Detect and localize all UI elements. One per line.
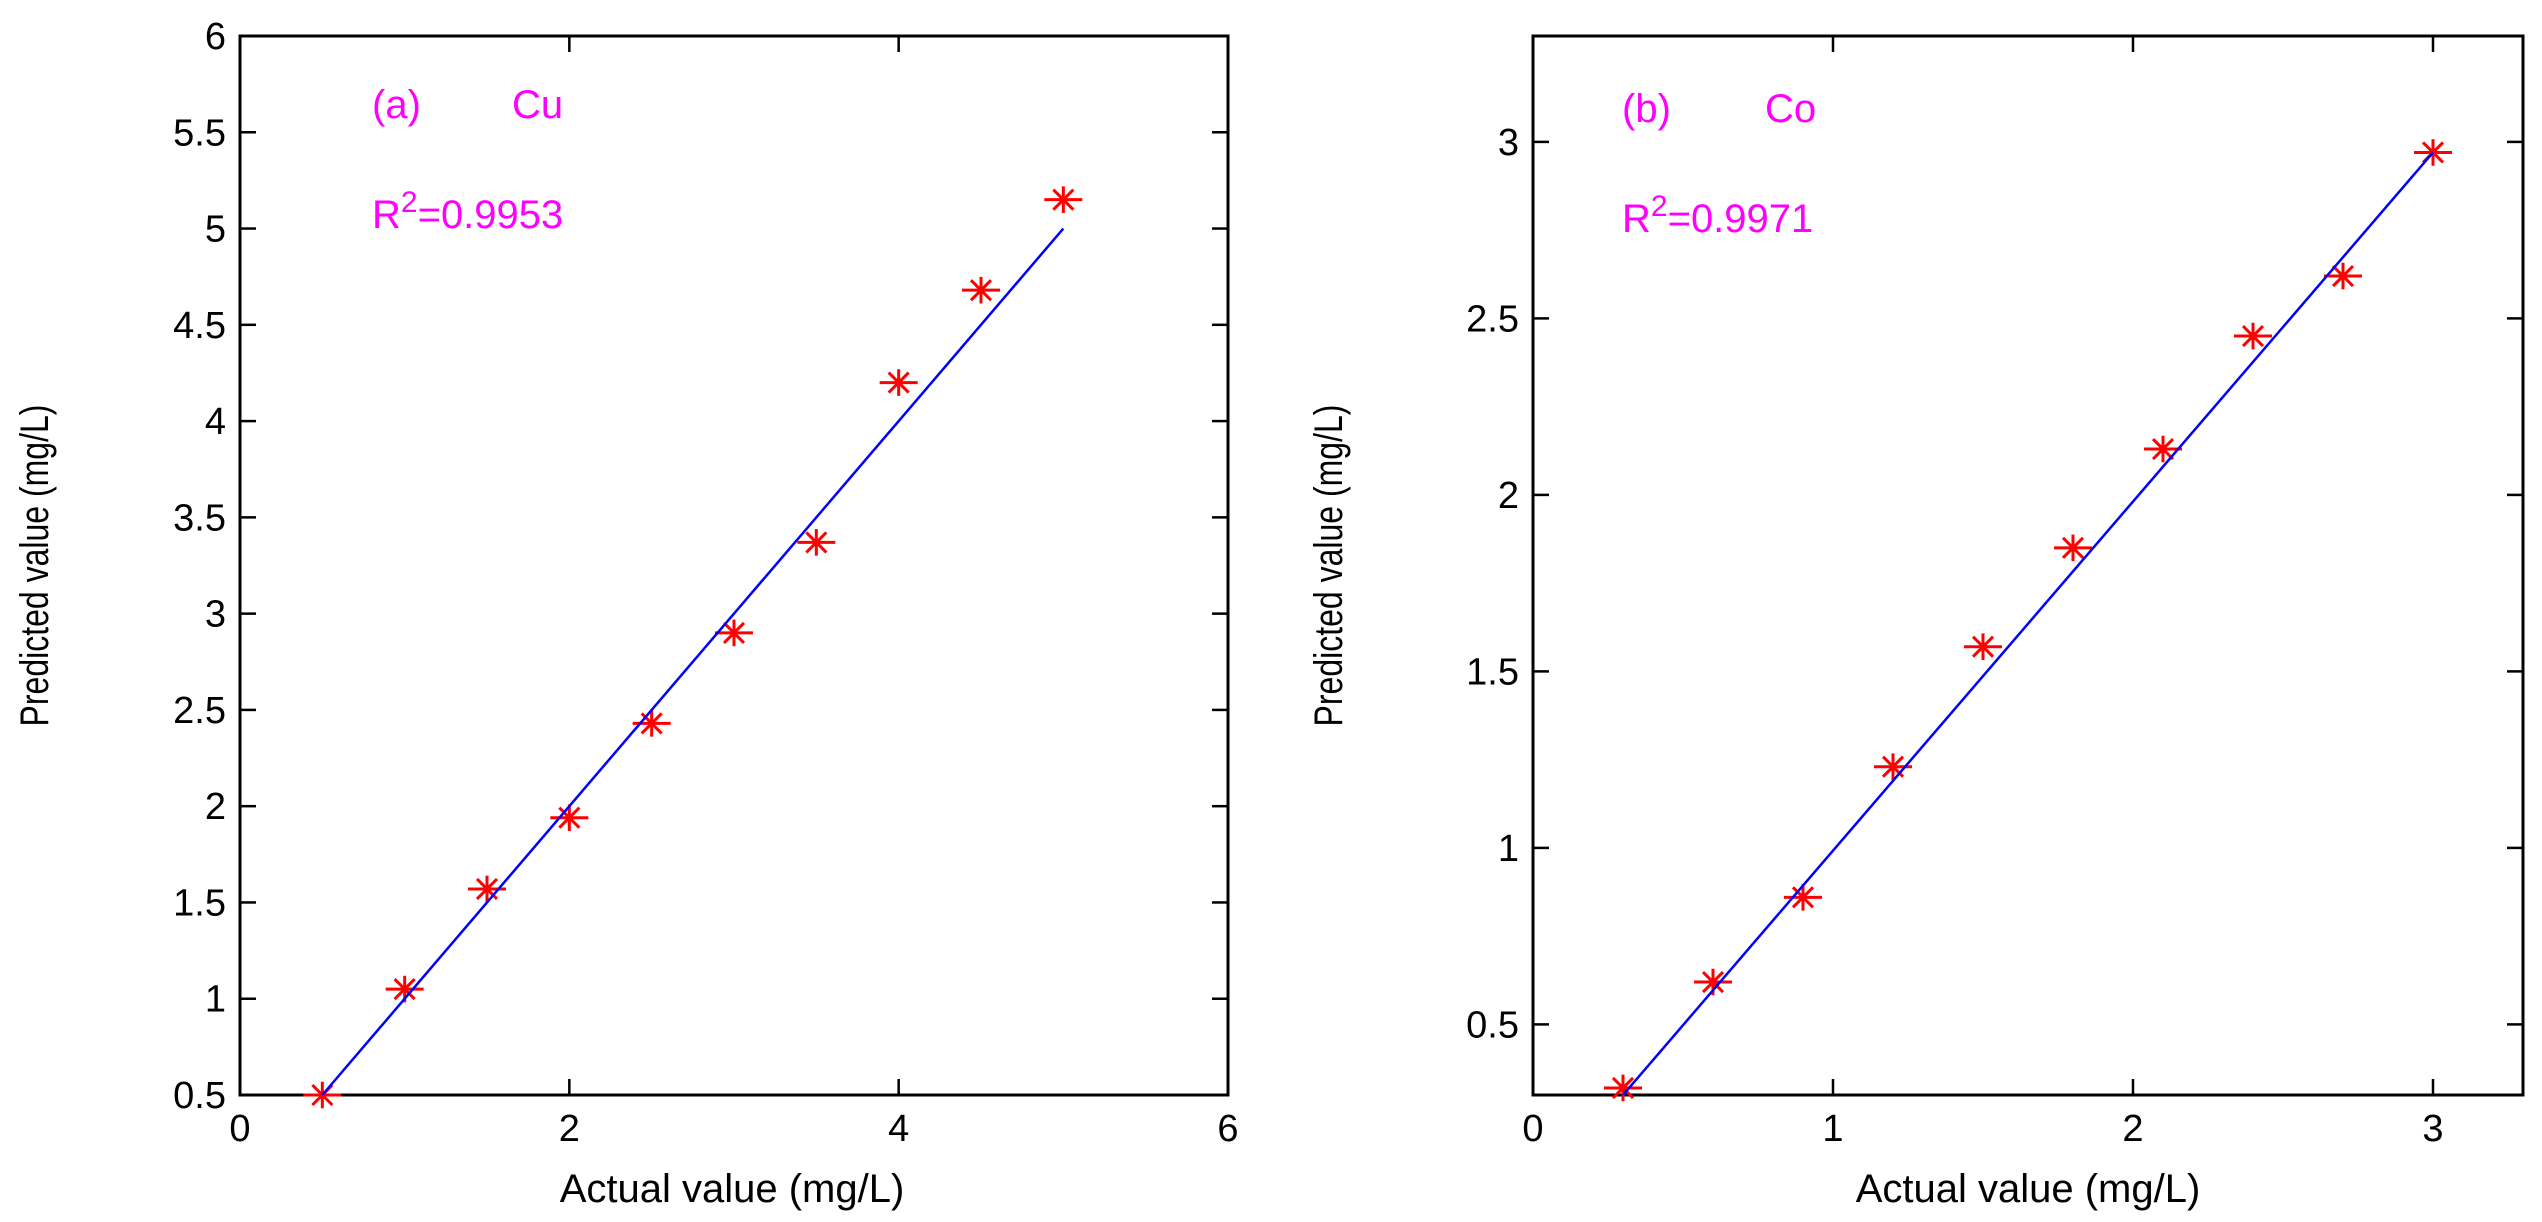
x-tick-label: 2 bbox=[2122, 1108, 2143, 1150]
data-point bbox=[715, 619, 753, 647]
data-point bbox=[2054, 534, 2092, 562]
data-point bbox=[2234, 322, 2272, 350]
x-tick-label: 4 bbox=[888, 1108, 909, 1150]
x-tick-label: 3 bbox=[2422, 1108, 2443, 1150]
data-point bbox=[1784, 884, 1822, 911]
element-label: Cu bbox=[512, 83, 563, 127]
panel-a: 0 2 4 6 0.5 1 1.5 2 2.5 3 3.5 4 4.5 5 5.5 6 Actual value… bbox=[12, 16, 1239, 1211]
y-tick-label: 3 bbox=[1498, 122, 1519, 164]
r-squared: R2=0.9971 bbox=[1622, 190, 1813, 241]
data-point bbox=[2324, 262, 2362, 290]
y-tick-label: 5 bbox=[205, 209, 226, 251]
x-tick-label: 6 bbox=[1217, 1108, 1238, 1150]
y-tick-label: 0.5 bbox=[173, 1075, 226, 1117]
data-point bbox=[1044, 186, 1083, 213]
y-tick-label: 2.5 bbox=[173, 690, 226, 732]
x-tick-label: 0 bbox=[1522, 1108, 1543, 1150]
data-point bbox=[879, 369, 918, 396]
y-tick-label: 3 bbox=[205, 594, 226, 636]
x-tick-label: 0 bbox=[229, 1108, 250, 1150]
x-tick-label: 1 bbox=[1822, 1108, 1843, 1150]
r-squared: R2=0.9953 bbox=[372, 186, 563, 237]
fit-line bbox=[321, 227, 1065, 1096]
y-tick-label: 0.5 bbox=[1466, 1004, 1519, 1046]
y-tick-label: 6 bbox=[205, 16, 226, 58]
y-tick-label: 2 bbox=[205, 786, 226, 828]
element-label: Co bbox=[1765, 87, 1816, 131]
panel-label: (b) bbox=[1622, 87, 1671, 131]
x-tick-label: 2 bbox=[559, 1108, 580, 1150]
data-point bbox=[1604, 1074, 1642, 1102]
x-axis-title: Actual value (mg/L) bbox=[560, 1167, 905, 1211]
y-tick-label: 1.5 bbox=[1466, 651, 1519, 693]
data-point bbox=[962, 276, 1000, 304]
y-tick-label: 1 bbox=[1498, 828, 1519, 870]
x-axis-title: Actual value (mg/L) bbox=[1856, 1167, 2201, 1211]
y-tick-label: 4 bbox=[205, 401, 226, 443]
y-tick-label: 3.5 bbox=[173, 497, 226, 539]
panel-label: (a) bbox=[372, 83, 421, 127]
data-point bbox=[2144, 435, 2182, 463]
y-tick-label: 1 bbox=[205, 979, 226, 1021]
y-tick-label: 5.5 bbox=[173, 112, 226, 154]
y-tick-label: 4.5 bbox=[173, 305, 226, 347]
y-axis-title: Predicted value (mg/L) bbox=[12, 405, 57, 727]
plot-frame bbox=[1531, 34, 2525, 1097]
data-point bbox=[797, 529, 836, 556]
y-tick-label: 2 bbox=[1498, 475, 1519, 517]
data-point bbox=[550, 804, 589, 832]
y-tick-label: 1.5 bbox=[173, 882, 226, 924]
y-axis-title: Predicted value (mg/L) bbox=[1306, 405, 1351, 727]
fit-line bbox=[1622, 151, 2434, 1096]
y-tick-label: 2.5 bbox=[1466, 298, 1519, 340]
data-point bbox=[1964, 633, 2002, 660]
panel-b: 0 1 2 3 0.5 1 1.5 2 2.5 3 Actual value (mg/L) Predi… bbox=[1306, 34, 2525, 1211]
